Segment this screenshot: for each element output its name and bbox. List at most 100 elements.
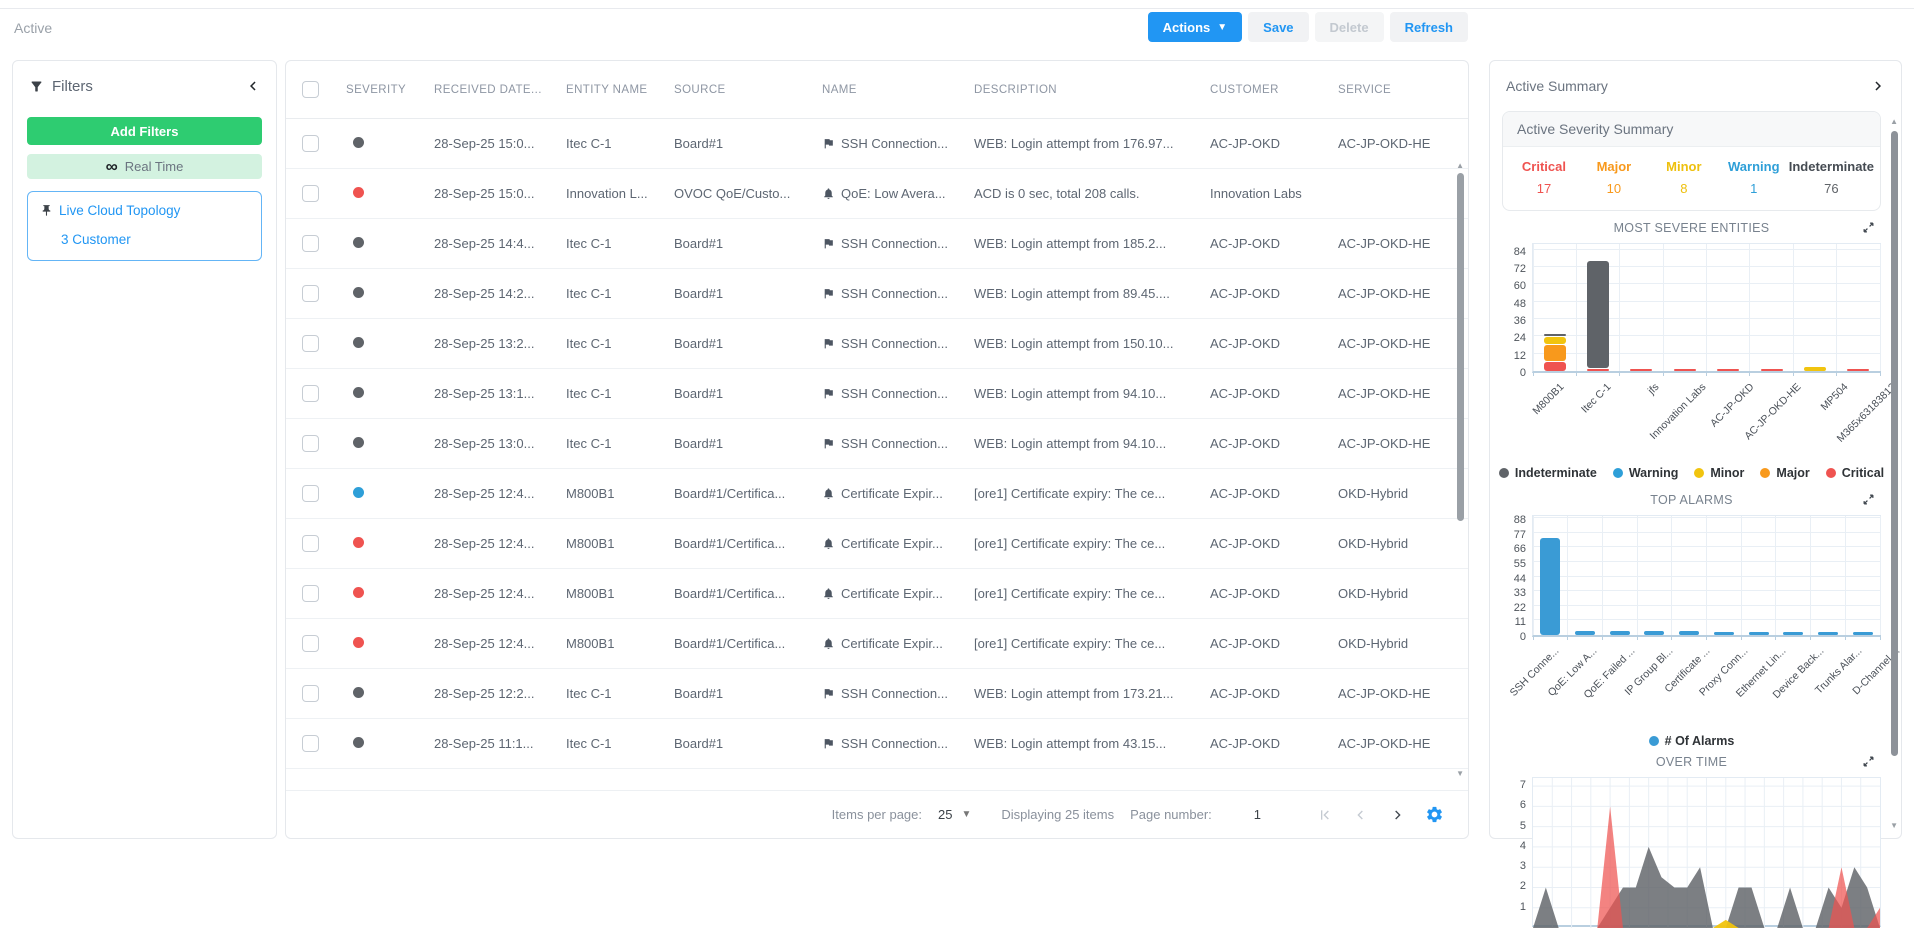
real-time-label: Real Time: [124, 159, 184, 174]
flag-icon: [822, 687, 835, 700]
bar-segment: [1717, 369, 1740, 371]
source-cell: Board#1: [674, 386, 724, 401]
row-checkbox[interactable]: [302, 135, 319, 152]
real-time-button[interactable]: ∞ Real Time: [27, 154, 262, 179]
row-checkbox[interactable]: [302, 385, 319, 402]
table-row[interactable]: 28-Sep-25 15:0... Innovation L... OVOC QoE…: [286, 169, 1468, 219]
row-checkbox[interactable]: [302, 435, 319, 452]
stacked-bar-chart: 0 12 24 36 48 60 72 84 M800B1 Itec C-1 jfs Innovati…: [1498, 243, 1898, 483]
select-all-checkbox[interactable]: [302, 81, 319, 98]
column-header-source[interactable]: SOURCE: [674, 83, 726, 96]
table-row[interactable]: 28-Sep-25 12:4... M800B1 Board#1/Certifica…: [286, 469, 1468, 519]
entity-name-cell: M800B1: [566, 536, 615, 551]
entity-name-cell: M800B1: [566, 586, 615, 601]
column-header-severity[interactable]: SEVERITY: [346, 83, 407, 96]
row-checkbox[interactable]: [302, 635, 319, 652]
legend-item: Critical: [1825, 466, 1884, 480]
next-page-icon[interactable]: [1389, 807, 1405, 823]
source-cell: Board#1: [674, 686, 724, 701]
severity-dot: [353, 487, 364, 498]
expand-chart-icon[interactable]: [1862, 493, 1875, 506]
row-checkbox[interactable]: [302, 185, 319, 202]
table-row[interactable]: 28-Sep-25 12:4... M800B1 Board#1/Certifica…: [286, 619, 1468, 669]
summary-scrollbar-up-arrow[interactable]: ▲: [1890, 117, 1898, 126]
column-header-description[interactable]: DESCRIPTION: [974, 83, 1057, 96]
column-header-service[interactable]: SERVICE: [1338, 83, 1392, 96]
table-scrollbar-up-arrow[interactable]: ▲: [1456, 161, 1464, 170]
previous-page-icon[interactable]: [1353, 807, 1369, 823]
column-header-received-date[interactable]: RECEIVED DATE...: [434, 83, 542, 96]
most-severe-entities-chart: MOST SEVERE ENTITIES 0 12 24 36 48 60 72 84 M800…: [1498, 221, 1898, 483]
severity-label: Critical: [1521, 159, 1566, 174]
table-scrollbar-thumb[interactable]: [1457, 173, 1464, 521]
row-checkbox[interactable]: [302, 335, 319, 352]
entity-name-cell: M800B1: [566, 636, 615, 651]
actions-button[interactable]: Actions ▼: [1147, 12, 1243, 42]
received-date-cell: 28-Sep-25 12:4...: [434, 536, 535, 551]
summary-scrollbar-down-arrow[interactable]: ▼: [1890, 821, 1898, 830]
table-row[interactable]: 28-Sep-25 11:1... Itec C-1 Board#1 SSH Conn…: [286, 719, 1468, 769]
severity-count: 17: [1536, 181, 1552, 196]
row-checkbox[interactable]: [302, 685, 319, 702]
expand-chart-icon[interactable]: [1862, 221, 1875, 234]
bar-segment: [1587, 369, 1610, 371]
live-cloud-topology-filter[interactable]: Live Cloud Topology 3 Customer: [27, 191, 262, 261]
service-cell: OKD-Hybrid: [1338, 536, 1409, 551]
description-cell: WEB: Login attempt from 176.97...: [974, 136, 1174, 151]
items-per-page-value[interactable]: 25: [938, 807, 953, 822]
table-row[interactable]: 28-Sep-25 12:2... Itec C-1 Board#1 SSH Conn…: [286, 669, 1468, 719]
received-date-cell: 28-Sep-25 12:4...: [434, 586, 535, 601]
source-cell: OVOC QoE/Custo...: [674, 186, 791, 201]
bar-segment: [1644, 631, 1665, 635]
delete-button[interactable]: Delete: [1314, 12, 1384, 42]
customer-cell: AC-JP-OKD: [1210, 586, 1281, 601]
table-scrollbar-down-arrow[interactable]: ▼: [1456, 769, 1464, 778]
column-header-name[interactable]: NAME: [822, 83, 857, 96]
refresh-button[interactable]: Refresh: [1389, 12, 1468, 42]
chart-title: OVER TIME: [1655, 755, 1728, 769]
service-cell: OKD-Hybrid: [1338, 586, 1409, 601]
items-per-page-dropdown-icon[interactable]: ▼: [961, 809, 972, 820]
customer-cell: Innovation Labs: [1210, 186, 1302, 201]
topology-customer-link[interactable]: 3 Customer: [61, 232, 131, 247]
page-number-value[interactable]: 1: [1253, 807, 1261, 822]
row-checkbox[interactable]: [302, 735, 319, 752]
filter-funnel-icon: [31, 81, 42, 91]
summary-scrollbar-thumb[interactable]: [1891, 131, 1898, 756]
table-row[interactable]: 28-Sep-25 12:4... M800B1 Board#1/Certifica…: [286, 519, 1468, 569]
first-page-icon[interactable]: [1317, 807, 1333, 823]
source-cell: Board#1/Certifica...: [674, 636, 786, 651]
save-button[interactable]: Save: [1248, 12, 1309, 42]
table-row[interactable]: 28-Sep-25 13:1... Itec C-1 Board#1 SSH Conn…: [286, 369, 1468, 419]
severity-summary-item: Minor 8: [1649, 159, 1719, 196]
row-checkbox[interactable]: [302, 585, 319, 602]
table-row[interactable]: 28-Sep-25 12:4... M800B1 Board#1/Certifica…: [286, 569, 1468, 619]
table-settings-gear-icon[interactable]: [1425, 805, 1444, 824]
table-row[interactable]: 28-Sep-25 14:4... Itec C-1 Board#1 SSH Conn…: [286, 219, 1468, 269]
row-checkbox[interactable]: [302, 235, 319, 252]
summary-panel-title: Active Summary: [1506, 78, 1608, 94]
column-header-customer[interactable]: CUSTOMER: [1210, 83, 1279, 96]
row-checkbox[interactable]: [302, 535, 319, 552]
source-cell: Board#1: [674, 336, 724, 351]
entity-name-cell: Itec C-1: [566, 336, 612, 351]
row-checkbox[interactable]: [302, 485, 319, 502]
service-cell: AC-JP-OKD-HE: [1338, 236, 1431, 251]
row-checkbox[interactable]: [302, 285, 319, 302]
expand-chart-icon[interactable]: [1862, 755, 1875, 768]
severity-dot: [353, 437, 364, 448]
table-row[interactable]: 28-Sep-25 15:0... Itec C-1 Board#1 SSH Conn…: [286, 119, 1468, 169]
entity-name-cell: Itec C-1: [566, 136, 612, 151]
area-chart-svg: [1533, 778, 1880, 928]
table-row[interactable]: 28-Sep-25 13:0... Itec C-1 Board#1 SSH Conn…: [286, 419, 1468, 469]
severity-count: 76: [1824, 181, 1839, 196]
table-row[interactable]: 28-Sep-25 13:2... Itec C-1 Board#1 SSH Conn…: [286, 319, 1468, 369]
collapse-summary-icon[interactable]: [1869, 77, 1887, 95]
customer-cell: AC-JP-OKD: [1210, 236, 1281, 251]
collapse-panel-icon[interactable]: [244, 77, 262, 95]
table-row[interactable]: 28-Sep-25 14:2... Itec C-1 Board#1 SSH Conn…: [286, 269, 1468, 319]
alarms-table: SEVERITY RECEIVED DATE... ENTITY NAME SO…: [285, 60, 1469, 839]
column-header-entity-name[interactable]: ENTITY NAME: [566, 83, 648, 96]
add-filters-button[interactable]: Add Filters: [27, 117, 262, 145]
